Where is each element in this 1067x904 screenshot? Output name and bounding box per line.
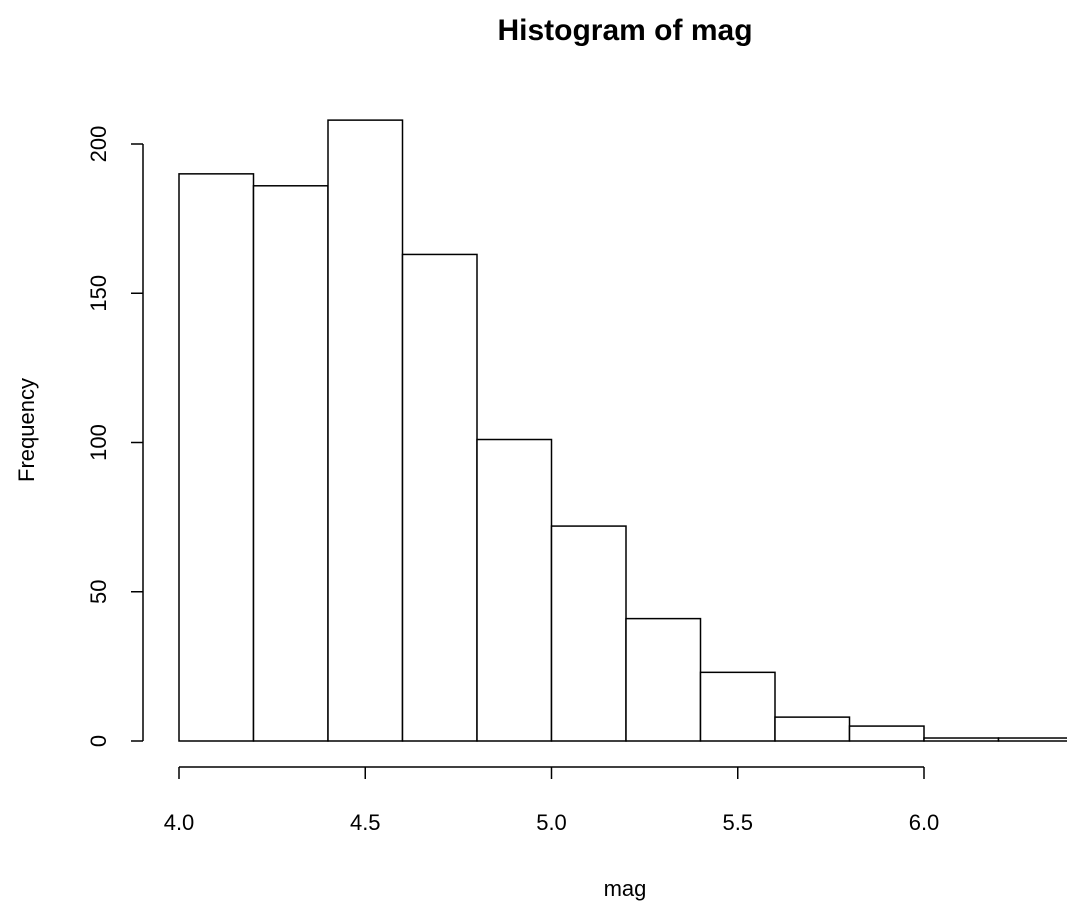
- histogram-bar: [401, 253, 478, 742]
- histogram-bar: [848, 725, 925, 742]
- histogram-bar: [997, 737, 1067, 742]
- histogram-bar: [178, 173, 255, 742]
- x-axis-label: mag: [604, 876, 647, 901]
- histogram-bar: [550, 525, 627, 742]
- y-tick-label: 50: [86, 580, 111, 604]
- y-tick-label: 200: [86, 126, 111, 163]
- histogram-bar: [625, 617, 702, 742]
- y-axis: 0 50 100 150 200: [86, 126, 144, 747]
- histogram-bar: [774, 716, 851, 742]
- x-tick-label: 5.0: [536, 810, 567, 835]
- histogram-bar: [476, 438, 553, 742]
- x-tick-label: 4.5: [350, 810, 381, 835]
- x-tick-label: 6.0: [909, 810, 940, 835]
- x-tick-label: 4.0: [164, 810, 195, 835]
- histogram-bar: [923, 737, 1000, 742]
- y-tick-label: 150: [86, 275, 111, 312]
- histogram-bar: [252, 185, 329, 742]
- chart-title: Histogram of mag: [497, 14, 752, 47]
- histogram-bar: [327, 119, 404, 742]
- y-axis-label: Frequency: [14, 378, 39, 482]
- bars-group: [178, 119, 1067, 742]
- histogram-bar: [699, 671, 776, 742]
- y-tick-label: 100: [86, 424, 111, 461]
- x-tick-label: 5.5: [722, 810, 753, 835]
- y-tick-label: 0: [86, 735, 111, 747]
- x-axis: 4.0 4.5 5.0 5.5 6.0: [164, 766, 940, 835]
